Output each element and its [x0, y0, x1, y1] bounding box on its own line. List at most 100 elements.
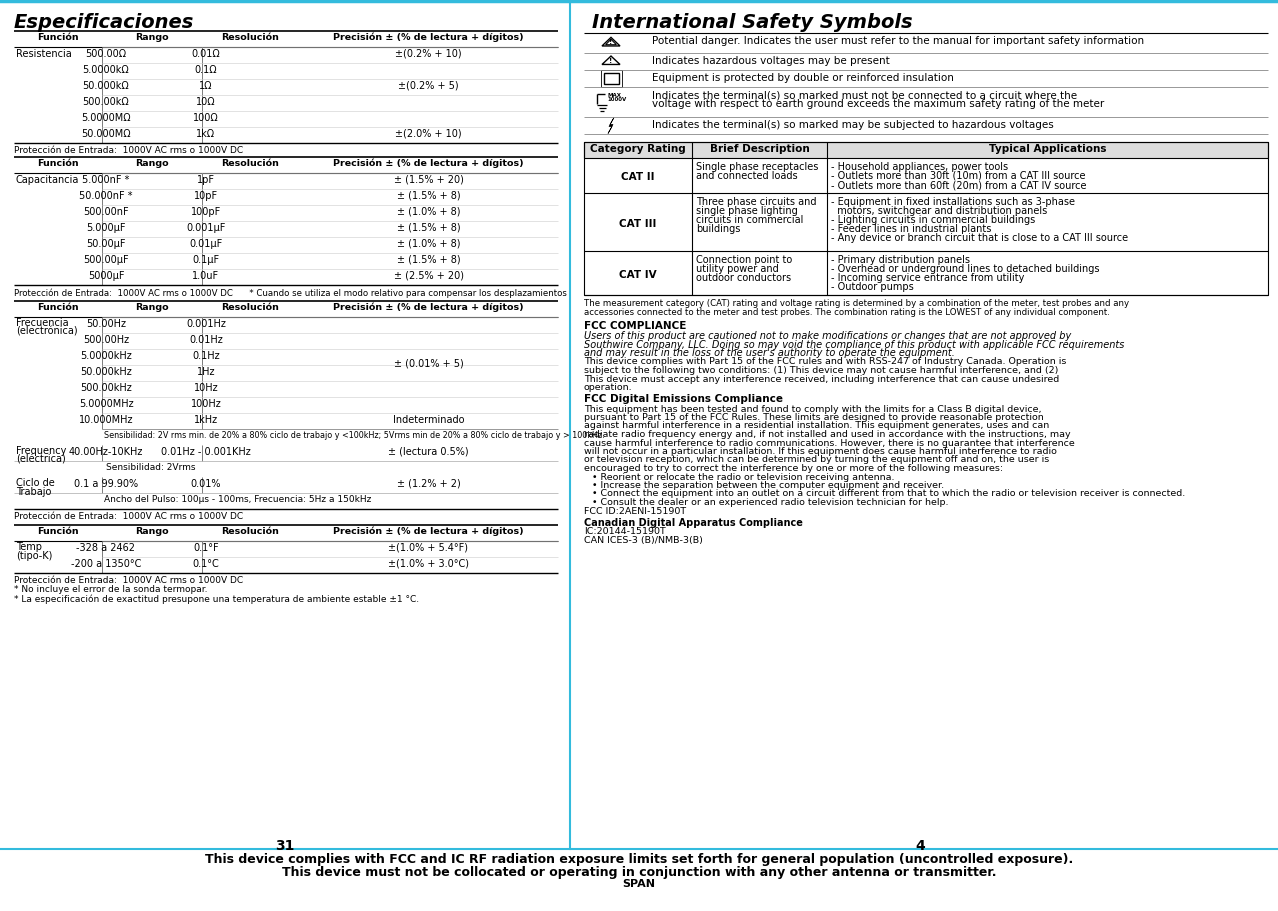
Text: Función: Función: [37, 303, 79, 312]
Text: 5.0000MΩ: 5.0000MΩ: [82, 113, 130, 123]
Text: 1kΩ: 1kΩ: [197, 129, 216, 139]
Text: 5000µF: 5000µF: [88, 271, 124, 281]
Text: -200 a 1350°C: -200 a 1350°C: [70, 559, 141, 569]
Text: Frecuencia: Frecuencia: [17, 318, 69, 328]
Text: This device must accept any interference received, including interference that c: This device must accept any interference…: [584, 374, 1059, 384]
Text: 1.0uF: 1.0uF: [193, 271, 220, 281]
Text: operation.: operation.: [584, 383, 633, 392]
Text: - Feeder lines in industrial plants: - Feeder lines in industrial plants: [831, 224, 992, 234]
Text: Rango: Rango: [135, 33, 169, 42]
Text: ± (1.0% + 8): ± (1.0% + 8): [396, 239, 460, 249]
Text: 10Ω: 10Ω: [197, 97, 216, 107]
Text: * No incluye el error de la sonda termopar.: * No incluye el error de la sonda termop…: [14, 585, 207, 594]
Text: 0.1µF: 0.1µF: [193, 255, 220, 265]
Text: 0.1°F: 0.1°F: [193, 543, 219, 553]
Text: Sensibilidad: 2V rms min. de 20% a 80% ciclo de trabajo y <100kHz; 5Vrms min de : Sensibilidad: 2V rms min. de 20% a 80% c…: [104, 431, 604, 440]
Text: or television reception, which can be determined by turning the equipment off an: or television reception, which can be de…: [584, 456, 1049, 465]
Text: - Outlets more than 60ft (20m) from a CAT IV source: - Outlets more than 60ft (20m) from a CA…: [831, 180, 1086, 190]
Text: motors, switchgear and distribution panels: motors, switchgear and distribution pane…: [831, 206, 1047, 216]
Text: 5.0000kHz: 5.0000kHz: [81, 351, 132, 361]
Text: 0.001Hz: 0.001Hz: [187, 319, 226, 329]
Text: voltage with respect to earth ground exceeds the maximum safety rating of the me: voltage with respect to earth ground exc…: [652, 99, 1104, 109]
Text: CAT II: CAT II: [621, 172, 654, 182]
Bar: [584, 142, 1268, 158]
Text: Capacitancia: Capacitancia: [17, 175, 79, 185]
Text: SPAN: SPAN: [622, 879, 656, 889]
Text: ± (2.5% + 20): ± (2.5% + 20): [394, 271, 464, 281]
Text: ± (1.5% + 20): ± (1.5% + 20): [394, 175, 464, 185]
Text: 50.000nF *: 50.000nF *: [79, 191, 133, 201]
Text: buildings: buildings: [697, 224, 740, 234]
Text: - Outlets more than 30ft (10m) from a CAT III source: - Outlets more than 30ft (10m) from a CA…: [831, 171, 1085, 181]
Text: 0.01µF: 0.01µF: [189, 239, 222, 249]
Text: Temp: Temp: [17, 542, 42, 552]
Text: subject to the following two conditions: (1) This device may not cause harmful i: subject to the following two conditions:…: [584, 366, 1058, 375]
Text: - Outdoor pumps: - Outdoor pumps: [831, 282, 914, 292]
Text: Frequency: Frequency: [17, 446, 66, 456]
Text: Protección de Entrada:  1000V AC rms o 1000V DC: Protección de Entrada: 1000V AC rms o 10…: [14, 576, 243, 585]
Text: Resolución: Resolución: [221, 159, 280, 168]
Text: Precisión ± (% de lectura + dígitos): Precisión ± (% de lectura + dígitos): [334, 303, 524, 312]
Text: 5.0000MHz: 5.0000MHz: [79, 399, 133, 409]
Text: circuits in commercial: circuits in commercial: [697, 215, 804, 225]
Text: • Increase the separation between the computer equipment and receiver.: • Increase the separation between the co…: [592, 481, 944, 490]
Text: 500.00Hz: 500.00Hz: [83, 335, 129, 345]
Text: - Any device or branch circuit that is close to a CAT III source: - Any device or branch circuit that is c…: [831, 233, 1128, 243]
Text: - Primary distribution panels: - Primary distribution panels: [831, 255, 970, 265]
Text: Rango: Rango: [135, 527, 169, 536]
Text: 500.00Ω: 500.00Ω: [86, 49, 127, 59]
Text: 500.00kΩ: 500.00kΩ: [83, 97, 129, 107]
Text: International Safety Symbols: International Safety Symbols: [592, 13, 912, 32]
Text: 0.01Hz - 0.001KHz: 0.01Hz - 0.001KHz: [161, 447, 250, 457]
Text: -328 a 2462: -328 a 2462: [77, 543, 135, 553]
Text: will not occur in a particular installation. If this equipment does cause harmfu: will not occur in a particular installat…: [584, 447, 1057, 456]
Bar: [584, 142, 1268, 295]
Text: This device complies with Part 15 of the FCC rules and with RSS-247 of Industry : This device complies with Part 15 of the…: [584, 357, 1066, 366]
Text: This device complies with FCC and IC RF radiation exposure limits set forth for : This device complies with FCC and IC RF …: [204, 853, 1074, 866]
Text: 0.1Ω: 0.1Ω: [194, 65, 217, 75]
Text: 0.1 a 99.90%: 0.1 a 99.90%: [74, 479, 138, 489]
Text: radiate radio frequency energy and, if not installed and used in accordance with: radiate radio frequency energy and, if n…: [584, 430, 1071, 439]
Text: - Overhead or underground lines to detached buildings: - Overhead or underground lines to detac…: [831, 264, 1099, 274]
Text: 100Hz: 100Hz: [190, 399, 221, 409]
Text: Resolución: Resolución: [221, 527, 280, 536]
Text: Especificaciones: Especificaciones: [14, 13, 194, 32]
Text: single phase lighting: single phase lighting: [697, 206, 797, 216]
Text: ± (1.5% + 8): ± (1.5% + 8): [396, 255, 460, 265]
Text: Brief Description: Brief Description: [709, 144, 809, 154]
Text: ±(0.2% + 5): ±(0.2% + 5): [399, 81, 459, 91]
Text: FCC ID:2AENI-15190T: FCC ID:2AENI-15190T: [584, 507, 686, 517]
Text: - Equipment in fixed installations such as 3-phase: - Equipment in fixed installations such …: [831, 197, 1075, 207]
Text: Canadian Digital Apparatus Compliance: Canadian Digital Apparatus Compliance: [584, 517, 803, 527]
Text: FCC COMPLIANCE: FCC COMPLIANCE: [584, 321, 686, 331]
Text: Función: Función: [37, 33, 79, 42]
Text: FCC Digital Emissions Compliance: FCC Digital Emissions Compliance: [584, 394, 783, 404]
Text: Resistencia: Resistencia: [17, 49, 72, 59]
Text: 0.001µF: 0.001µF: [187, 223, 226, 233]
Text: !: !: [610, 39, 612, 46]
Text: and connected loads: and connected loads: [697, 171, 797, 181]
Text: Southwire Company, LLC. Doing so may void the compliance of this product with ap: Southwire Company, LLC. Doing so may voi…: [584, 340, 1125, 350]
Text: 500.00kHz: 500.00kHz: [81, 383, 132, 393]
Text: and may result in the loss of the user's authority to operate the equipment.: and may result in the loss of the user's…: [584, 348, 955, 358]
Text: ±(2.0% + 10): ±(2.0% + 10): [395, 129, 461, 139]
Text: Connection point to: Connection point to: [697, 255, 792, 265]
Text: Users of this product are cautioned not to make modifications or changes that ar: Users of this product are cautioned not …: [584, 331, 1071, 341]
Text: 50.00µF: 50.00µF: [86, 239, 125, 249]
Text: MAX: MAX: [607, 93, 621, 98]
Text: 5.000µF: 5.000µF: [86, 223, 125, 233]
Text: Protección de Entrada:  1000V AC rms o 1000V DC      * Cuando se utiliza el modo: Protección de Entrada: 1000V AC rms o 10…: [14, 288, 567, 298]
Text: 4: 4: [915, 839, 925, 853]
Text: outdoor conductors: outdoor conductors: [697, 273, 791, 283]
Text: ± (1.5% + 8): ± (1.5% + 8): [396, 191, 460, 201]
Text: cause harmful interference to radio communications. However, there is no guarant: cause harmful interference to radio comm…: [584, 438, 1075, 447]
Text: 500.00nF: 500.00nF: [83, 207, 129, 217]
Text: Potential danger. Indicates the user must refer to the manual for important safe: Potential danger. Indicates the user mus…: [652, 36, 1144, 46]
Text: 1kHz: 1kHz: [194, 415, 219, 425]
Text: ±(1.0% + 3.0°C): ±(1.0% + 3.0°C): [389, 559, 469, 569]
Bar: [603, 73, 619, 84]
Text: Trabajo: Trabajo: [17, 487, 51, 497]
Text: 0.1Hz: 0.1Hz: [192, 351, 220, 361]
Text: Protección de Entrada:  1000V AC rms o 1000V DC: Protección de Entrada: 1000V AC rms o 10…: [14, 146, 243, 155]
Text: CAN ICES-3 (B)/NMB-3(B): CAN ICES-3 (B)/NMB-3(B): [584, 537, 703, 546]
